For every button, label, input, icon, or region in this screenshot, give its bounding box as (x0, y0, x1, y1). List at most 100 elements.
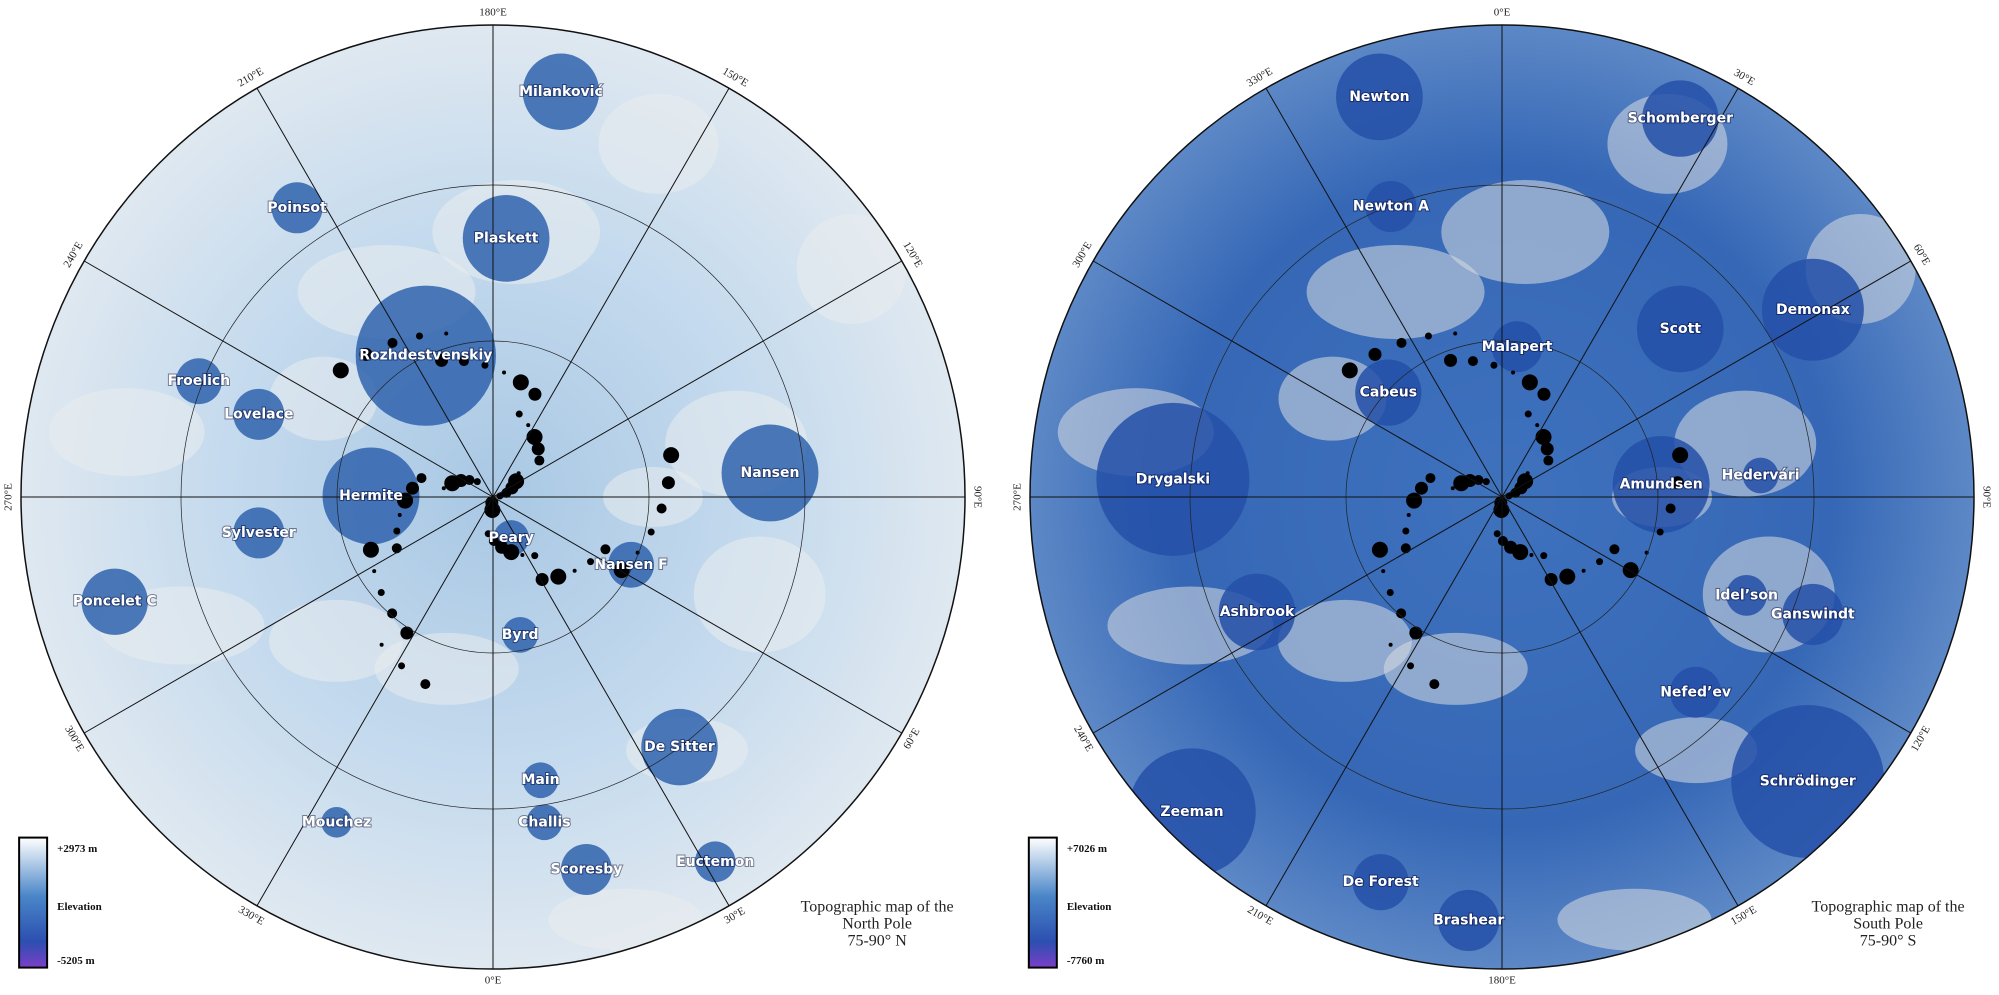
shadow (1559, 568, 1576, 585)
shadow (661, 476, 675, 490)
meridian (492, 496, 903, 734)
meridian (256, 496, 494, 907)
highland (548, 888, 703, 951)
shadow (508, 473, 525, 490)
polar-map (1030, 25, 1974, 969)
shadow (1656, 528, 1664, 536)
shadow (1386, 588, 1394, 596)
shadow (416, 473, 427, 484)
shadow (1341, 362, 1358, 379)
caption-line: 75-90° N (847, 932, 907, 949)
crater-basin (1218, 573, 1296, 651)
shadow (656, 503, 667, 514)
crater-basin (694, 841, 736, 883)
meridian (83, 260, 494, 498)
crater-label: Idel’son (1715, 587, 1778, 603)
crater-basin (1336, 53, 1423, 141)
shadow (587, 558, 595, 566)
shadow (647, 528, 655, 536)
shadow (420, 679, 431, 690)
shadow (332, 362, 349, 379)
meridian-label: 270°E (1012, 483, 1024, 511)
meridian-label: 180°E (479, 7, 507, 19)
shadow (484, 530, 492, 538)
shadow (444, 331, 449, 336)
crater-label: Challis (518, 814, 570, 830)
shadow (1535, 428, 1552, 445)
crater-basin (81, 568, 148, 635)
shadow (1540, 442, 1554, 456)
meridian-label: 180°E (1488, 975, 1516, 987)
shadow (484, 501, 501, 518)
shadow (534, 455, 545, 466)
crater-basin (1742, 457, 1779, 494)
meridian (1501, 496, 1739, 907)
crater-label: Scoresby (550, 861, 622, 877)
shadow (1493, 530, 1501, 538)
crater-label: Brashear (1433, 912, 1504, 928)
shadow (531, 442, 545, 456)
shadow (359, 347, 373, 361)
shadow (1596, 558, 1604, 566)
shadow (1609, 544, 1620, 555)
highland (1635, 717, 1758, 784)
shadow (531, 552, 539, 560)
caption-line: South Pole (1853, 915, 1923, 932)
crater-basin (526, 804, 563, 841)
map-rim (1029, 24, 1975, 970)
crater-basin (502, 617, 538, 653)
highland (598, 93, 719, 194)
crater-basin (175, 358, 222, 405)
meridian (1092, 260, 1503, 498)
legend-title: Elevation (1067, 901, 1112, 913)
shadow (435, 353, 449, 367)
crater-basin (560, 843, 612, 895)
crater-label: Nansen F (594, 557, 667, 573)
crater-label: Newton (1349, 89, 1409, 105)
highland (1383, 632, 1528, 705)
shadow (1511, 370, 1516, 375)
meridian-label: 90°E (971, 486, 983, 508)
highland (1306, 244, 1485, 339)
shadow (415, 332, 423, 340)
shadow (1371, 541, 1388, 558)
meridian (492, 87, 730, 498)
crater-basin (233, 388, 285, 440)
legend-min: -5205 m (57, 955, 95, 967)
highland (48, 388, 205, 477)
crater-label: Schomberger (1628, 111, 1733, 127)
shadow (516, 471, 521, 476)
crater-label: Poncelet C (73, 594, 157, 610)
meridian-label: 270°E (3, 483, 15, 511)
crater-label: Byrd (502, 627, 539, 643)
crater-basin (321, 806, 352, 838)
crater-basin (1642, 80, 1719, 157)
shadow (400, 626, 414, 640)
shadow (441, 486, 446, 491)
meridian (1092, 496, 1503, 734)
crater-label: Scott (1660, 321, 1702, 337)
shadow (1543, 455, 1554, 466)
shadow (503, 544, 520, 561)
crater-basin (1352, 854, 1409, 911)
crater-basin (322, 447, 420, 545)
crater-label: Poinsot (267, 200, 327, 216)
crater-basin (462, 195, 550, 282)
meridian (492, 260, 903, 498)
crater-label: Drygalski (1136, 471, 1210, 487)
shadow (481, 361, 489, 369)
legend-max: +2973 m (57, 843, 97, 855)
meridian-label: 0°E (485, 975, 502, 987)
shadow (1409, 626, 1423, 640)
meridian (256, 87, 494, 498)
crater-label: Main (521, 772, 559, 788)
shadow (1396, 608, 1407, 619)
crater-basin (1670, 666, 1722, 718)
map-rim (20, 24, 966, 970)
meridian (1265, 87, 1503, 498)
crater-label: De Forest (1343, 874, 1419, 890)
meridian-label: 0°E (1494, 7, 1511, 19)
shadow (1396, 337, 1407, 348)
shadow (1524, 410, 1532, 418)
